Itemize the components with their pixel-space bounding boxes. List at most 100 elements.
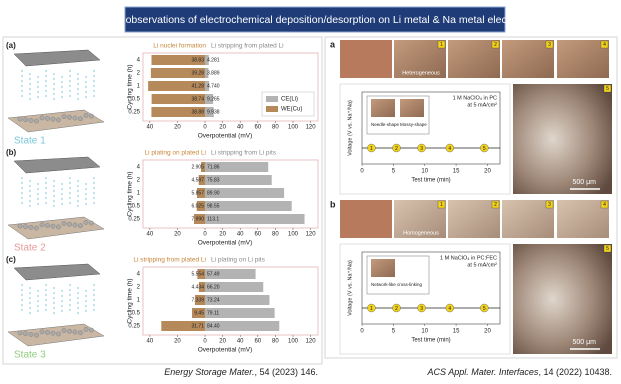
inset-caption: Network-like cross-linking: [371, 282, 423, 287]
value-label-we: 5.857: [191, 190, 204, 196]
x-tick-label: 10: [421, 169, 428, 175]
axes: [361, 251, 501, 325]
marker: [480, 143, 489, 153]
right-frame: [324, 36, 618, 359]
value-label-ce: 73.24: [207, 297, 220, 303]
scale-bar-label: 500 μm: [573, 179, 597, 186]
deposit: [83, 113, 89, 118]
deposit: [17, 223, 23, 229]
deposit: [61, 328, 67, 333]
bar-ce: [205, 282, 264, 292]
bar-ce: [205, 321, 280, 331]
x-tick-label: 0: [203, 232, 207, 238]
legend-swatch-we: [266, 106, 278, 112]
inset-caption: Mossy-shape: [400, 122, 427, 127]
inset-caption: Needle-shape: [371, 122, 400, 127]
marker: [417, 303, 426, 313]
substrate: [7, 216, 105, 240]
x-tick-label: 40: [237, 232, 244, 238]
photo: [394, 200, 446, 238]
category-label: 0.5: [132, 311, 141, 317]
marker-label: 5: [483, 146, 486, 152]
value-label-ce: 9.265: [207, 96, 220, 102]
x-tick-label: 100: [288, 125, 299, 131]
x-tick-label: 60: [254, 125, 261, 131]
photo: [340, 40, 392, 78]
citation-rest: , 14 (2022) 10438.: [538, 367, 612, 377]
deposit: [61, 221, 67, 226]
deposit: [17, 116, 23, 122]
x-tick-label: 80: [272, 232, 279, 238]
marker-label: 3: [420, 146, 423, 152]
title-text: observations of electrochemical depositi…: [123, 14, 536, 26]
bar-we: [191, 308, 205, 318]
photo-badge: [437, 200, 446, 209]
x-tick-label: 0: [203, 339, 207, 345]
deposit: [83, 220, 89, 225]
header-ce: Li plating on Li pits: [211, 257, 266, 264]
legend-swatch-ce: [266, 96, 278, 102]
x-axis-label: Overpotential (mV): [198, 133, 253, 140]
x-tick-label: 60: [254, 232, 261, 238]
deposit: [39, 222, 45, 228]
x-tick-label: 100: [288, 339, 299, 345]
category-label: 4: [137, 272, 141, 278]
bar-ce: [205, 81, 210, 91]
bar-ce: [205, 94, 214, 104]
deposit: [39, 329, 45, 335]
value-label-we: 38.74: [191, 96, 204, 102]
x-tick-label: 120: [306, 339, 317, 345]
bar-ce: [205, 175, 272, 185]
bar-ce: [205, 214, 305, 224]
inset-photo: [400, 99, 424, 117]
value-label-ce: 9.938: [207, 109, 220, 115]
value-label-we: 41.28: [191, 83, 204, 89]
marker: [367, 143, 376, 153]
plate: [13, 263, 101, 281]
deposit: [78, 330, 83, 336]
y-axis-label: Cycling time (h): [127, 64, 134, 109]
bar-we: [150, 68, 205, 78]
bar-ce: [205, 295, 270, 305]
category-label: 1: [137, 191, 141, 197]
morphology-label: Heterogeneous: [402, 70, 440, 76]
photo-badge: [491, 40, 500, 49]
legend-ce: CE(Li): [281, 97, 298, 103]
marker-label: 4: [448, 146, 451, 152]
value-label-we: 38.83: [191, 57, 204, 63]
deposit: [72, 115, 78, 121]
deposit: [50, 116, 56, 122]
plate: [13, 156, 101, 174]
bar-we: [161, 321, 205, 331]
morphology-label: Homogeneous: [403, 230, 439, 236]
bar-ce: [205, 201, 292, 211]
deposit: [67, 221, 72, 227]
electrolyte: 1 M NaClO₄ in PC: [453, 95, 497, 101]
photo-badge-label: 5: [606, 86, 609, 92]
deposit: [78, 116, 83, 122]
section-letter: a: [330, 39, 336, 49]
header-we: Li nuclei formation: [153, 43, 206, 50]
x-tick-label: 20: [174, 125, 181, 131]
value-label-we: 7.990: [191, 216, 204, 222]
category-label: 0.5: [132, 204, 141, 210]
bar-ce: [205, 55, 209, 65]
header-ce: Li stripping from Li pits: [211, 150, 277, 157]
x-tick-label: 20: [219, 339, 226, 345]
title-emphasis: In-situ: [94, 14, 123, 26]
y-axis-label: Cycling time (h): [127, 171, 134, 216]
photo-badge: [437, 40, 446, 49]
section-letter: b: [330, 199, 336, 209]
bar-ce: [205, 68, 209, 78]
deposit: [72, 329, 78, 335]
marker: [392, 143, 401, 153]
bar-ce: [205, 162, 269, 172]
category-label: 2: [137, 285, 141, 291]
x-axis-label: Test time (min): [411, 178, 450, 184]
photo: [557, 40, 609, 78]
photo-badge: [603, 84, 612, 93]
bar-we: [200, 162, 205, 172]
category-label: 4: [137, 165, 141, 171]
bar-ce: [205, 269, 256, 279]
